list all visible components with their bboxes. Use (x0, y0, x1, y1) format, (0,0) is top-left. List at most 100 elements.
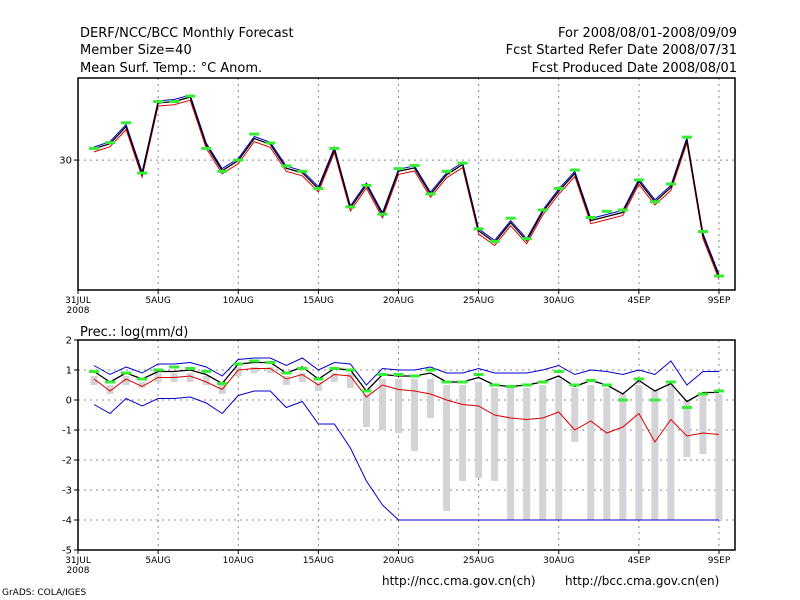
temp-frame (77, 77, 736, 291)
chart-title: DERF/NCC/BCC Monthly Forecast (80, 26, 294, 41)
prec-spread-bar (106, 385, 114, 394)
temp-marker (89, 146, 100, 150)
prec-ytick-label: -1 (62, 426, 72, 437)
prec-spread-bar (202, 376, 210, 385)
temp-marker (601, 209, 612, 213)
variable-label: Mean Surf. Temp.: °C Anom. (80, 61, 263, 76)
ncc-url[interactable]: http://ncc.cma.gov.cn(ch) (382, 574, 536, 588)
temp-upper-line (93, 94, 720, 275)
prec-spread-bar (683, 400, 691, 457)
prec-spread-bar (443, 385, 451, 511)
temp-marker (617, 208, 628, 212)
prec-ytick-label: -5 (62, 546, 72, 557)
prec-spread-bar (539, 385, 547, 520)
prec-marker (441, 380, 452, 384)
prec-marker (393, 373, 404, 376)
temp-marker (249, 132, 260, 136)
prec-marker (697, 392, 708, 396)
prec-marker (201, 370, 212, 373)
prec-xtick-label: 9SEP (708, 556, 731, 566)
prec-spread-bar (298, 373, 306, 382)
prec-marker (329, 367, 340, 370)
temp-marker (153, 100, 164, 104)
temp-marker (297, 169, 308, 173)
temp-marker (489, 239, 500, 243)
temp-marker (329, 146, 340, 150)
temp-marker (505, 216, 516, 220)
temp-marker (537, 208, 548, 212)
temp-marker (649, 200, 660, 204)
prec-spread-bar (635, 385, 643, 520)
member-size: Member Size=40 (80, 43, 192, 58)
temp-marker (569, 168, 580, 172)
prec-xtick-label: 5AUG (145, 556, 170, 566)
prec-spread-bar (250, 367, 258, 373)
prec-spread_low-line (93, 390, 719, 521)
prec-marker (601, 383, 612, 387)
forecast-period: For 2008/08/01-2008/09/09 (558, 26, 737, 41)
temp-marker (313, 186, 324, 190)
temp-xtick-label: 4SEP (628, 296, 651, 306)
prec-spread-bar (234, 367, 242, 376)
prec-marker (569, 383, 580, 387)
prec-lower-line (93, 368, 720, 443)
prec-xtick-label: 31JUL (65, 556, 91, 566)
prec-marker (233, 362, 244, 366)
prec-title: Prec.: log(mm/d) (80, 325, 188, 340)
prec-marker (217, 382, 228, 385)
prec-spread-bar (346, 373, 354, 388)
prec-ytick-label: 1 (66, 366, 72, 377)
temp-marker (105, 141, 116, 145)
temp-marker (713, 274, 724, 278)
prec-marker (345, 368, 356, 372)
prec-marker (185, 367, 196, 370)
temp-marker (521, 237, 532, 241)
prec-spread-bar (282, 376, 290, 385)
prec-spread-bar (667, 385, 675, 520)
prec-spread-bar (619, 394, 627, 520)
temp-marker (217, 169, 228, 173)
prec-marker (169, 365, 180, 369)
prec-spread-bar (314, 382, 322, 391)
prec-xtick-label: 15AUG (303, 556, 334, 566)
prec-marker (473, 373, 484, 376)
bcc-url[interactable]: http://bcc.cma.gov.cn(en) (565, 574, 720, 588)
prec-ytick-label: 0 (66, 396, 72, 407)
prec-marker (585, 379, 596, 382)
prec-marker (153, 368, 164, 372)
temp-xtick-label: 30AUG (543, 296, 574, 306)
temp-marker (121, 121, 132, 125)
temp-marker (281, 164, 292, 168)
prec-spread-bar (330, 373, 338, 382)
prec-marker (105, 380, 116, 384)
temp-marker (473, 227, 484, 231)
prec-xtick-label: 25AUG (463, 556, 494, 566)
prec-marker (505, 385, 516, 388)
prec-spread-bar (555, 379, 563, 520)
prec-spread-bar (491, 388, 499, 481)
prec-xtick-label: 10AUG (223, 556, 254, 566)
temp-marker (441, 169, 452, 173)
prec-marker (361, 389, 372, 393)
prec-mean-line (93, 361, 719, 403)
prec-marker (265, 361, 276, 364)
prec-marker (457, 380, 468, 384)
prec-marker (121, 371, 132, 375)
prec-spread-bar (411, 379, 419, 451)
prec-marker (713, 389, 724, 393)
prec-spread-bar (266, 367, 274, 373)
prec-ytick-label: -4 (62, 516, 72, 527)
prec-spread-bar (138, 382, 146, 388)
prec-spread-bar (523, 388, 531, 520)
prec-marker (537, 380, 548, 384)
temp-marker (409, 164, 420, 168)
prec-spread-bar (587, 385, 595, 520)
temp-xtick-label: 5AUG (145, 296, 170, 306)
prec-xtick-label: 4SEP (628, 556, 651, 566)
prec-ytick-label: -2 (62, 456, 72, 467)
temp-marker (681, 135, 692, 139)
prec-marker (249, 359, 260, 363)
prec-marker (281, 371, 292, 375)
temp-marker (361, 183, 372, 187)
temp-marker (185, 94, 196, 98)
